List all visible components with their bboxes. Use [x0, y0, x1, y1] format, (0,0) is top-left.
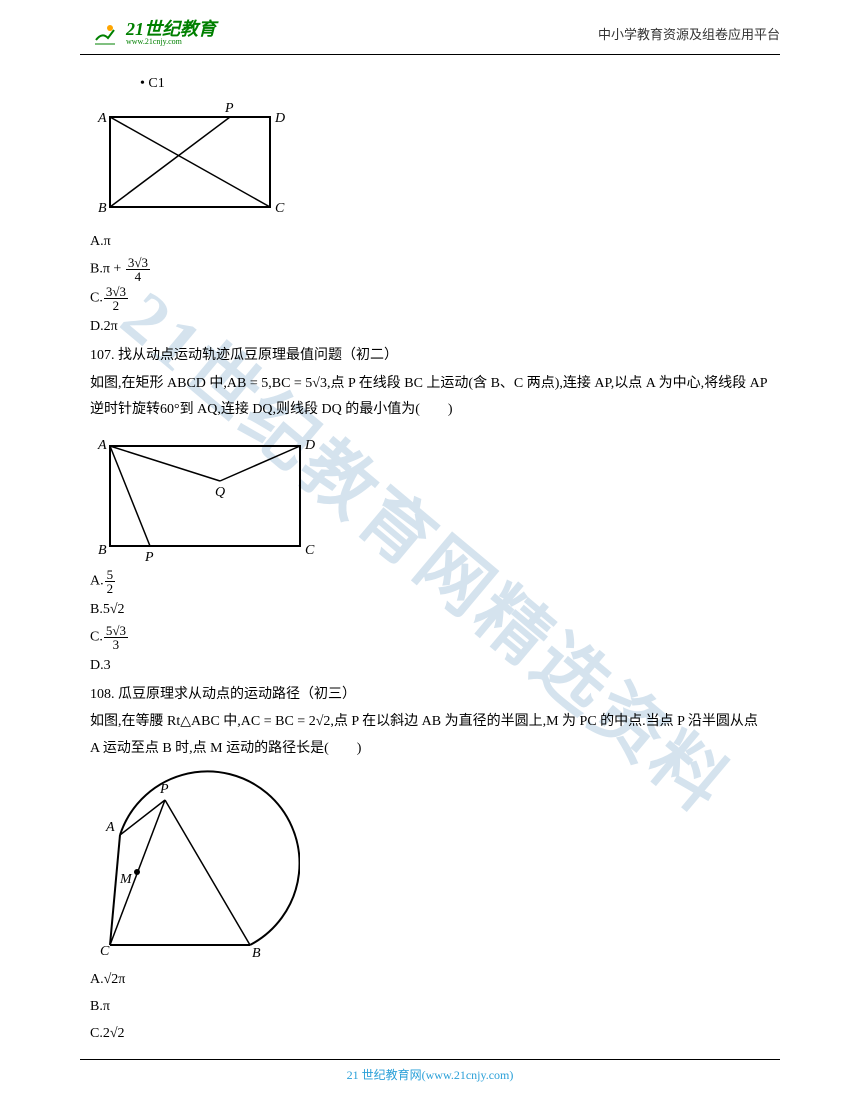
q107-option-b: B.5√2	[90, 597, 770, 622]
q108-option-a: A.√2π	[90, 967, 770, 992]
q107-opta-num: 5	[105, 568, 116, 582]
logo-sub-text: www.21cnjy.com	[126, 38, 216, 46]
figure-108: A C B P M	[90, 765, 770, 965]
q107-title: 107. 找从动点运动轨迹瓜豆原理最值问题（初二）	[90, 343, 770, 368]
q106-option-d: D.2π	[90, 314, 770, 339]
svg-text:D: D	[304, 438, 315, 453]
svg-text:C: C	[305, 543, 315, 558]
q106-option-b: B.π + 3√34	[90, 256, 770, 283]
q107-optc-num: 5√3	[104, 624, 128, 638]
svg-text:P: P	[159, 782, 169, 797]
svg-text:D: D	[274, 111, 285, 126]
q107-optc-den: 3	[104, 638, 128, 651]
q106-optc-den: 2	[104, 299, 128, 312]
svg-text:B: B	[98, 543, 107, 558]
figure-106: • C1 A B C D P	[90, 67, 770, 227]
q107-opta-den: 2	[105, 582, 116, 595]
svg-text:A: A	[105, 820, 115, 835]
logo-main-text: 21世纪教育	[126, 20, 216, 38]
q108-option-b: B.π	[90, 994, 770, 1019]
q107-option-d: D.3	[90, 653, 770, 678]
page-content: • C1 A B C D P A.π B.π + 3√34 C.3√32 D.2…	[0, 67, 860, 1046]
svg-text:C: C	[100, 944, 110, 959]
svg-text:M: M	[119, 872, 133, 887]
svg-text:C: C	[275, 201, 285, 216]
svg-text:Q: Q	[215, 485, 225, 500]
logo: 21世纪教育 www.21cnjy.com	[90, 18, 216, 48]
svg-text:A: A	[97, 111, 107, 126]
footer-text: 21 世纪教育网(www.21cnjy.com)	[347, 1068, 514, 1082]
svg-text:P: P	[224, 101, 234, 116]
q106-optc-prefix: C.	[90, 291, 103, 306]
q106-optb-den: 4	[126, 270, 150, 283]
q106-option-a: A.π	[90, 229, 770, 254]
logo-icon	[90, 18, 120, 48]
header-right-text: 中小学教育资源及组卷应用平台	[598, 24, 780, 43]
fig106-c1-label: • C1	[140, 76, 165, 91]
svg-text:B: B	[252, 946, 261, 961]
svg-text:B: B	[98, 201, 107, 216]
q108-title: 108. 瓜豆原理求从动点的运动路径（初三）	[90, 682, 770, 707]
q108-option-c: C.2√2	[90, 1021, 770, 1046]
q107-optc-prefix: C.	[90, 630, 103, 645]
q106-optc-num: 3√3	[104, 285, 128, 299]
q107-option-c: C.5√33	[90, 624, 770, 651]
svg-text:P: P	[144, 550, 154, 565]
q107-opta-prefix: A.	[90, 573, 104, 588]
svg-text:A: A	[97, 438, 107, 453]
page-footer: 21 世纪教育网(www.21cnjy.com)	[0, 1059, 860, 1083]
q106-option-c: C.3√32	[90, 285, 770, 312]
q108-text: 如图,在等腰 Rt△ABC 中,AC = BC = 2√2,点 P 在以斜边 A…	[90, 709, 770, 762]
q107-option-a: A.52	[90, 568, 770, 595]
q107-text: 如图,在矩形 ABCD 中,AB = 5,BC = 5√3,点 P 在线段 BC…	[90, 371, 770, 424]
q106-optb-prefix: B.π +	[90, 262, 125, 277]
figure-107: A B C D P Q	[90, 426, 770, 566]
page-header: 21世纪教育 www.21cnjy.com 中小学教育资源及组卷应用平台	[80, 0, 780, 55]
q106-optb-num: 3√3	[126, 256, 150, 270]
